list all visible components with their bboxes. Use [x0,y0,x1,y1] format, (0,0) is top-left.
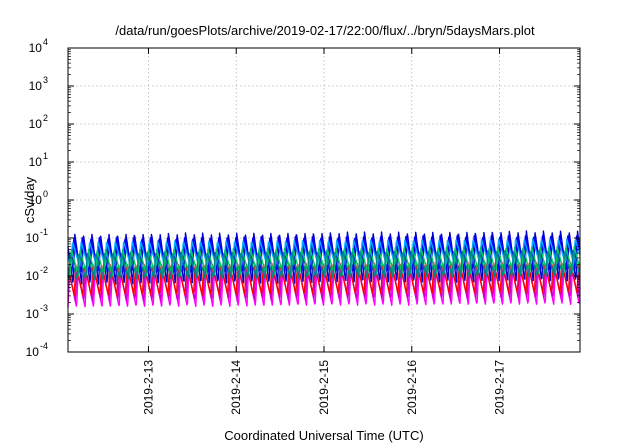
x-axis: 2019-2-13 2019-2-14 2019-2-15 2019-2-16 2019… [141,48,507,415]
y-tick-label: 104 [29,37,48,55]
series-line [67,249,581,281]
y-tick-label: 10-3 [26,303,48,321]
series-group [67,230,581,308]
x-tick-label: 2019-2-15 [317,360,331,415]
x-tick-label: 2019-2-16 [405,360,419,415]
x-tick-label: 2019-2-17 [493,360,507,415]
x-axis-label: Coordinated Universal Time (UTC) [224,428,423,443]
series-line [67,238,581,267]
chart-title: /data/run/goesPlots/archive/2019-02-17/2… [115,23,535,38]
y-tick-label: 101 [29,151,48,169]
series-line [67,270,581,308]
y-tick-label: 10-4 [26,341,48,359]
y-tick-label: 102 [29,113,48,131]
y-tick-label: 10-1 [26,227,48,245]
series-line [67,230,581,285]
y-axis-label: cSv/day [22,176,37,223]
x-tick-label: 2019-2-14 [229,360,243,415]
y-tick-label: 10-2 [26,265,48,283]
y-tick-label: 103 [29,75,48,93]
x-tick-label: 2019-2-13 [141,360,155,415]
